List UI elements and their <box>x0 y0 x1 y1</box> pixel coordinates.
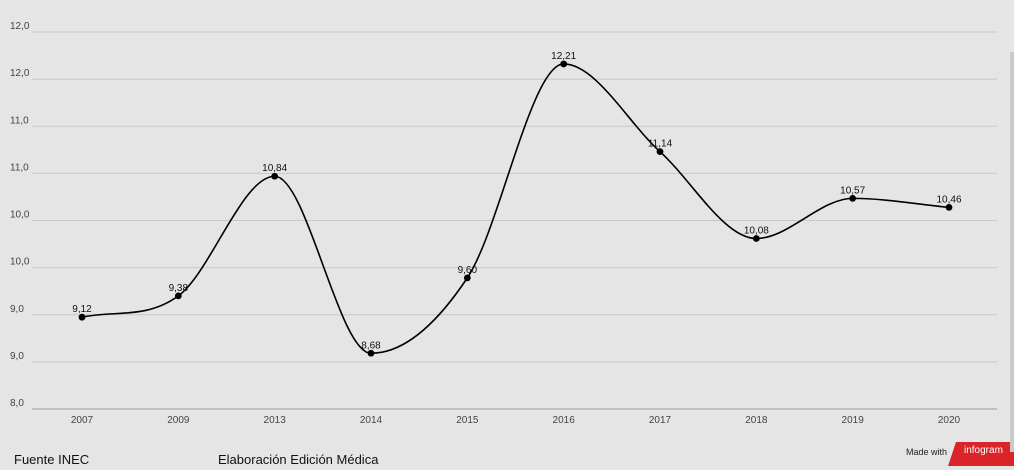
x-tick-label: 2016 <box>553 415 576 426</box>
data-point[interactable] <box>560 60 568 68</box>
y-tick-label: 12,0 <box>10 21 30 32</box>
grid-lines <box>32 31 997 410</box>
y-axis-tick-labels: 12,0 12,0 11,0 11,0 10,0 10,0 9,0 9,0 8,0 <box>10 21 30 409</box>
data-label: 9,12 <box>72 304 92 315</box>
y-tick-label: 10,0 <box>10 210 30 221</box>
y-tick-label: 11,0 <box>10 162 29 173</box>
data-label: 12,21 <box>551 51 576 62</box>
x-tick-label: 2007 <box>71 415 94 426</box>
line-chart: 12,012,011,011,010,010,09,09,08,0 2007 20… <box>10 21 997 426</box>
data-point[interactable] <box>271 172 279 180</box>
data-label: 10,57 <box>840 185 865 196</box>
x-tick-label: 2009 <box>167 415 190 426</box>
y-tick-label: 9,0 <box>10 304 24 315</box>
data-point[interactable] <box>463 274 471 282</box>
data-label: 10,84 <box>262 163 287 174</box>
x-tick-label: 2020 <box>938 415 961 426</box>
data-labels: 9,12 9,38 10,84 8,68 9,60 12,21 11,14 10,08 10,5… <box>72 51 962 351</box>
data-point[interactable] <box>849 194 857 202</box>
data-point[interactable] <box>78 313 86 321</box>
infogram-logo[interactable] <box>948 442 1014 466</box>
series-line <box>81 63 950 355</box>
data-point[interactable] <box>367 349 375 357</box>
data-point[interactable] <box>752 235 760 242</box>
source-label: Fuente INEC <box>14 452 90 467</box>
x-tick-label: 2019 <box>842 415 865 426</box>
made-with-label: Made with <box>906 447 948 457</box>
infogram-brand-text[interactable]: infogram <box>964 445 1003 456</box>
data-label: 10,08 <box>744 226 769 237</box>
y-tick-label: 10,0 <box>10 257 30 268</box>
y-tick-label: 9,0 <box>10 351 24 362</box>
x-axis-tick-labels: 2007 2009 2013 2014 2015 2016 2017 2018 2019 2020 <box>71 415 961 426</box>
x-tick-label: 2015 <box>456 415 479 426</box>
data-label: 11,14 <box>648 139 673 150</box>
x-tick-label: 2013 <box>264 415 287 426</box>
data-label: 8,68 <box>361 340 381 351</box>
credit-label: Elaboración Edición Médica <box>218 452 379 467</box>
data-points <box>78 60 953 357</box>
y-tick-label: 11,0 <box>10 115 29 126</box>
data-point[interactable] <box>656 148 664 156</box>
data-label: 9,38 <box>169 283 189 294</box>
scrollbar[interactable] <box>1010 52 1014 452</box>
data-label: 9,60 <box>458 265 478 276</box>
x-tick-label: 2014 <box>360 415 383 426</box>
y-tick-label: 12,0 <box>10 68 30 79</box>
data-point[interactable] <box>945 203 953 211</box>
x-tick-label: 2017 <box>649 415 672 426</box>
x-tick-label: 2018 <box>745 415 768 426</box>
y-tick-label: 8,0 <box>10 398 24 409</box>
data-label: 10,46 <box>936 194 961 205</box>
data-point[interactable] <box>174 292 182 300</box>
